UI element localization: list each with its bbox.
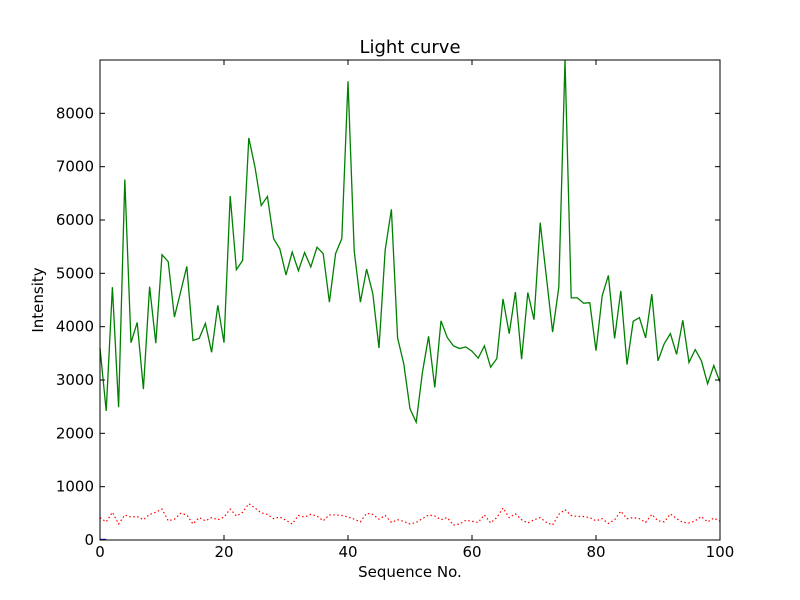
y-tick-label: 0 <box>84 531 94 549</box>
y-tick-label: 5000 <box>56 264 94 282</box>
y-tick-label: 3000 <box>56 371 94 389</box>
y-tick-label: 4000 <box>56 318 94 336</box>
ticks-layer: 0 20 40 60 80 1000100020003000400050006000700… <box>56 60 735 561</box>
y-axis-label: Intensity <box>29 267 47 332</box>
series-line-1 <box>99 502 721 526</box>
x-tick-label: 80 <box>586 543 605 561</box>
series-line-0 <box>99 59 721 425</box>
y-tick-label: 8000 <box>56 104 94 122</box>
x-tick-label: 100 <box>706 543 735 561</box>
y-tick-label: 7000 <box>56 158 94 176</box>
plot-frame <box>99 59 721 541</box>
chart-title: Light curve <box>359 37 460 58</box>
x-tick-label: 40 <box>338 543 357 561</box>
x-axis-label: Sequence No. <box>358 563 462 581</box>
x-tick-label: 0 <box>95 543 105 561</box>
x-tick-label: 20 <box>214 543 233 561</box>
series-layer <box>99 59 721 541</box>
y-tick-label: 1000 <box>56 478 94 496</box>
y-tick-label: 6000 <box>56 211 94 229</box>
y-tick-label: 2000 <box>56 424 94 442</box>
plot-area <box>100 60 720 540</box>
x-tick-label: 60 <box>462 543 481 561</box>
